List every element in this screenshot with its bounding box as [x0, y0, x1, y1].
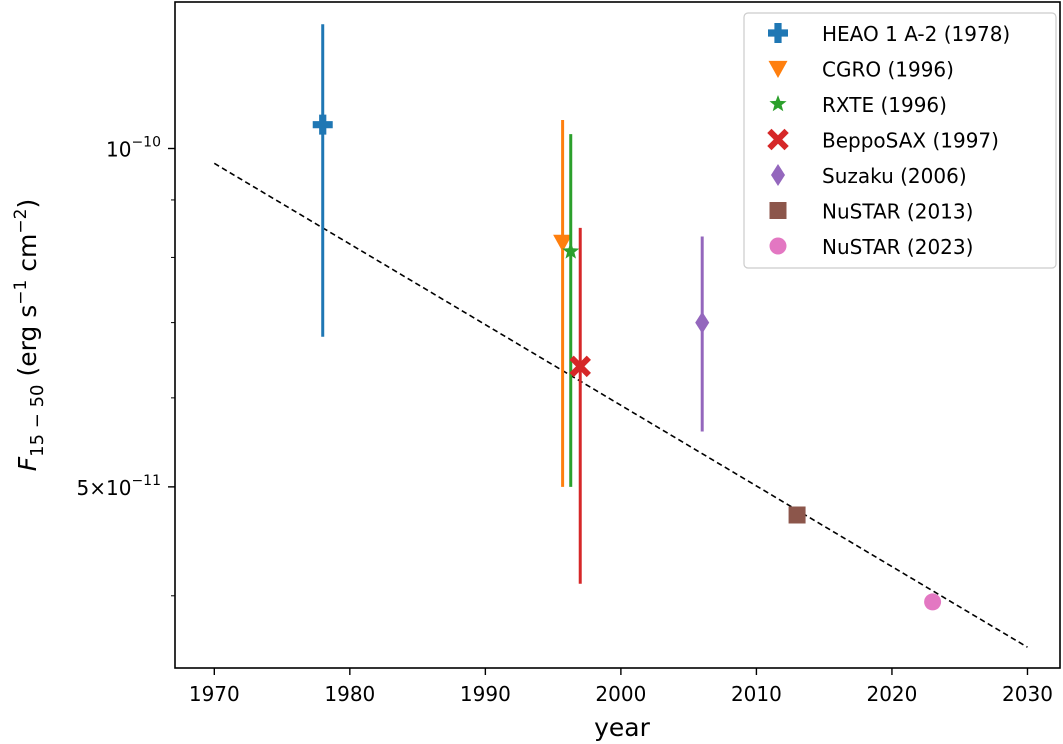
legend-entry: NuSTAR (2023) — [769, 235, 973, 259]
y-tick-label: 10−10 — [106, 134, 161, 161]
y-axis-label-exponent-2: −2 — [11, 209, 31, 234]
plot-area — [213, 24, 1028, 648]
trend-line — [213, 162, 1028, 648]
y-axis-label-close: ) — [13, 199, 42, 209]
series-5 — [788, 506, 806, 524]
legend-marker — [767, 128, 789, 151]
series-1 — [553, 120, 573, 487]
x-tick-label: 2020 — [866, 682, 917, 706]
y-axis-label: F15 − 50 (erg s−1 cm−2) — [11, 199, 48, 471]
series-0 — [312, 24, 333, 337]
data-point — [695, 311, 710, 334]
series-6 — [924, 593, 942, 611]
series-4 — [695, 236, 710, 432]
data-point — [312, 114, 333, 135]
y-axis: 10−10 5×10−11 — [77, 134, 175, 597]
y-tick-label: 5×10−11 — [77, 473, 161, 500]
x-tick-label: 2010 — [731, 682, 782, 706]
data-point — [562, 242, 580, 259]
legend-frame — [743, 12, 1057, 269]
axes-frame — [174, 1, 1061, 669]
legend-entry: CGRO (1996) — [768, 58, 954, 82]
x-tick-label: 1970 — [189, 682, 240, 706]
x-tick-label: 1990 — [460, 682, 511, 706]
legend-label: RXTE (1996) — [822, 93, 947, 117]
legend-label: NuSTAR (2023) — [822, 235, 973, 259]
y-axis-label-units: (erg s — [13, 305, 42, 385]
data-point — [788, 506, 806, 524]
y-axis-label-symbol: F — [13, 456, 42, 471]
legend: HEAO 1 A-2 (1978) CGRO (1996) RXTE (1996) B… — [743, 12, 1057, 269]
legend-label: CGRO (1996) — [822, 58, 954, 82]
y-axis-label-units-cm: cm — [13, 234, 42, 280]
x-axis: 1970 1980 1990 2000 2010 2020 2030 — [189, 668, 1053, 706]
legend-marker — [771, 164, 785, 186]
legend-marker — [769, 237, 787, 255]
legend-marker — [769, 202, 787, 219]
x-tick-label: 1980 — [324, 682, 375, 706]
y-axis-label-subscript: 15 − 50 — [27, 384, 48, 456]
legend-entry: RXTE (1996) — [769, 93, 947, 117]
legend-label: NuSTAR (2013) — [822, 200, 973, 224]
legend-marker — [769, 95, 787, 112]
x-tick-label: 2030 — [1002, 682, 1053, 706]
legend-entry: BeppoSAX (1997) — [767, 128, 999, 153]
legend-entry: HEAO 1 A-2 (1978) — [768, 22, 1010, 46]
x-tick-label: 2000 — [595, 682, 646, 706]
legend-marker — [768, 60, 788, 78]
data-point — [924, 593, 942, 611]
legend-label: Suzaku (2006) — [822, 164, 967, 188]
legend-label: BeppoSAX (1997) — [822, 129, 999, 153]
series-3 — [569, 227, 591, 584]
data-point — [553, 234, 573, 252]
legend-entry: Suzaku (2006) — [771, 164, 967, 188]
data-point — [569, 355, 591, 378]
x-axis-label: year — [594, 713, 650, 742]
legend-entry: NuSTAR (2013) — [769, 200, 973, 224]
legend-label: HEAO 1 A-2 (1978) — [822, 22, 1010, 46]
y-axis-label-exponent-1: −1 — [11, 280, 31, 305]
series-2 — [562, 134, 580, 487]
legend-marker — [768, 23, 788, 43]
